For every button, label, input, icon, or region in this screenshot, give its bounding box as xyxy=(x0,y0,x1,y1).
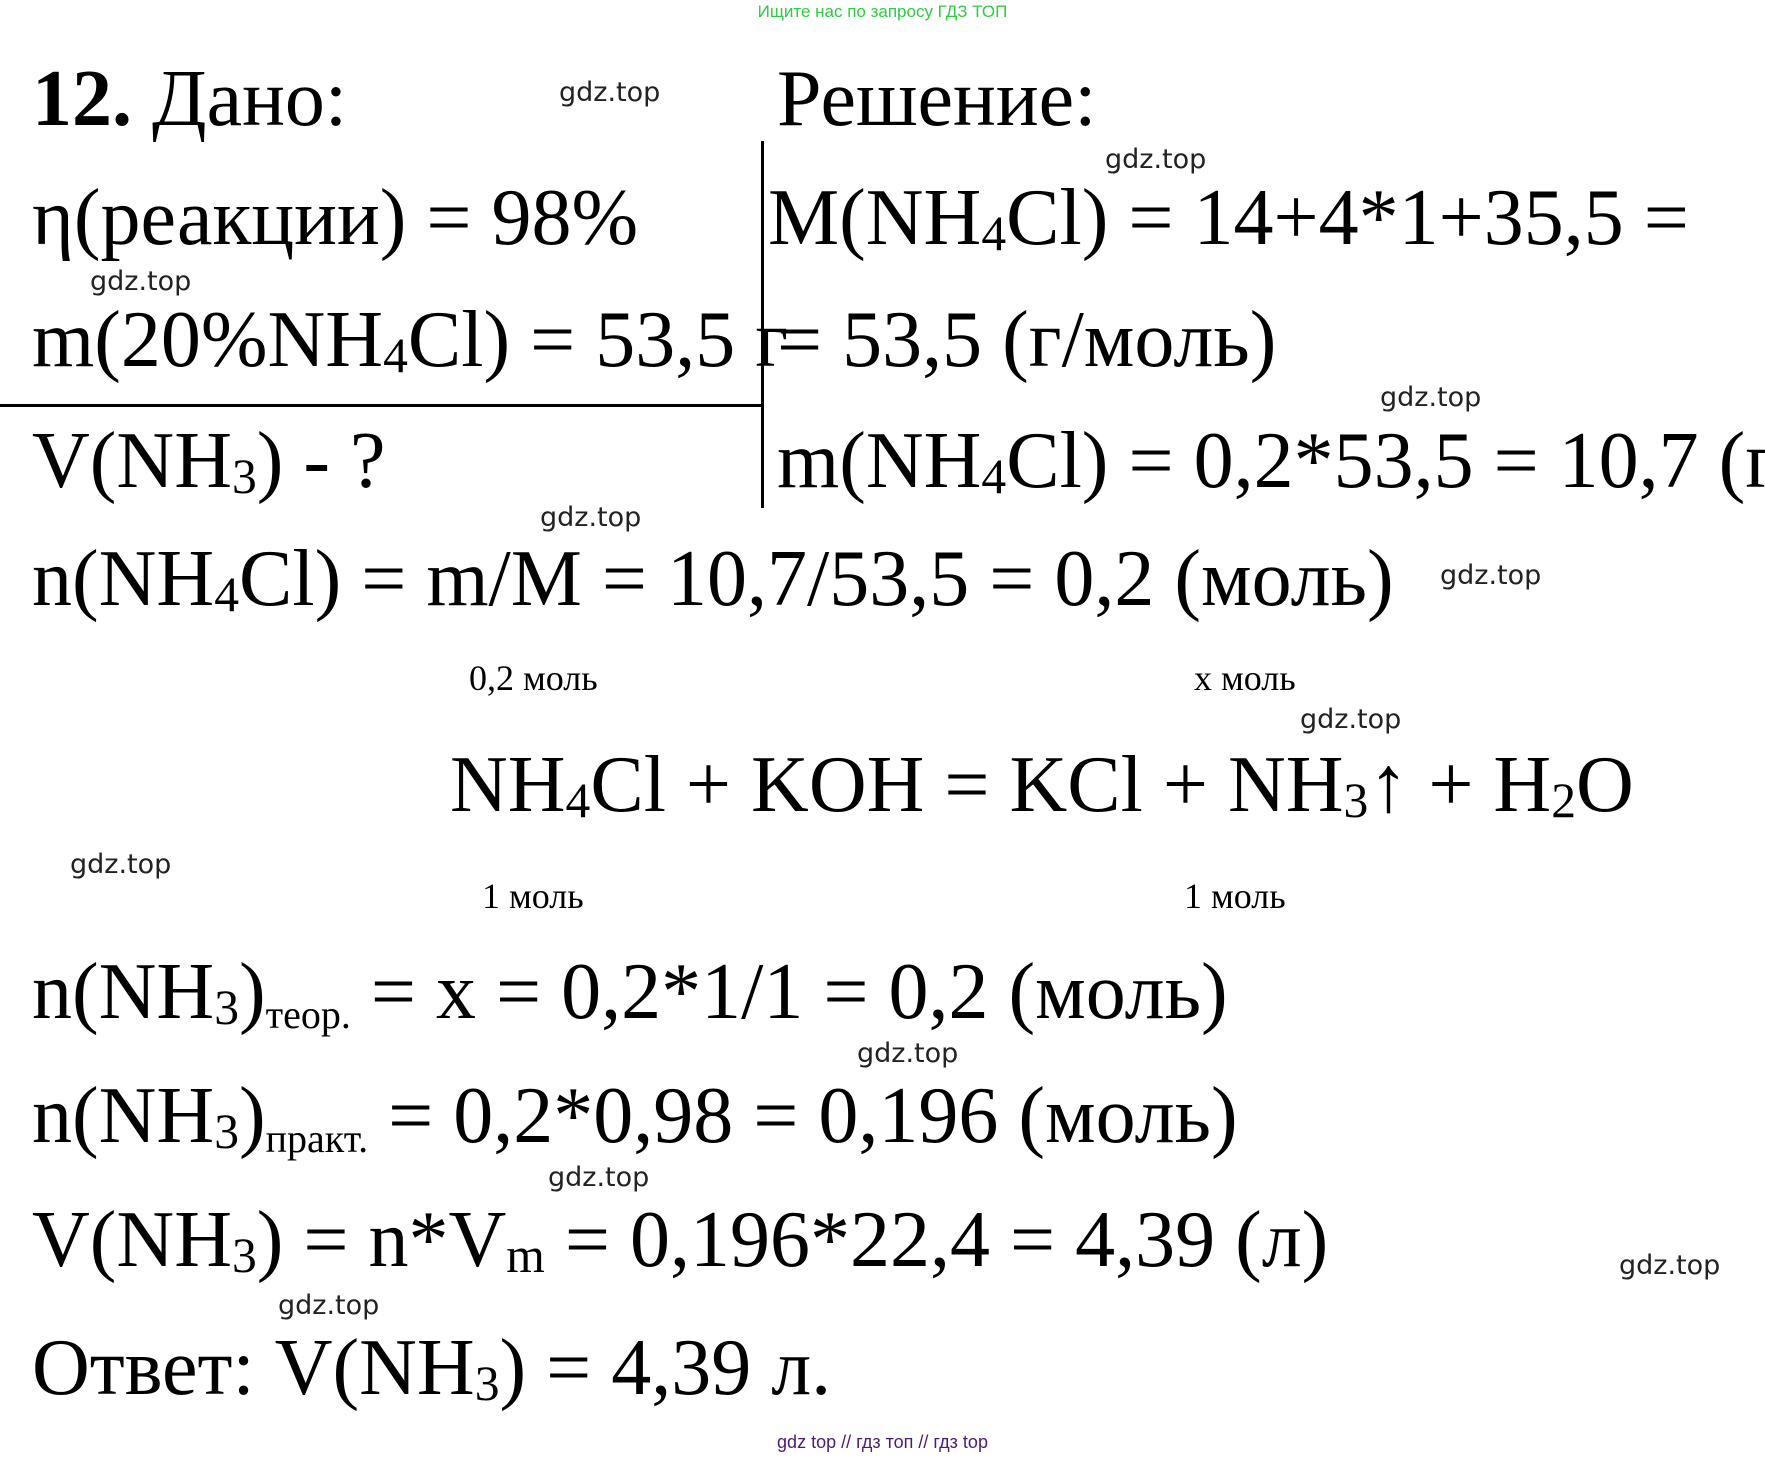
subscript: 4 xyxy=(981,205,1007,261)
text-segment: M(NH xyxy=(768,174,982,262)
subscript: 3 xyxy=(214,979,239,1035)
watermark: gdz.top xyxy=(1380,382,1482,413)
text-segment: Cl + KOH = KCl + NH xyxy=(590,741,1344,829)
molar-mass-line-1: M(NH4Cl) = 14+4*1+35,5 = xyxy=(768,178,1689,258)
watermark: gdz.top xyxy=(1300,704,1402,735)
subscript: 3 xyxy=(231,448,257,504)
subscript: m xyxy=(506,1227,545,1283)
subscript: теор. xyxy=(265,992,351,1037)
label-below-nh3: 1 моль xyxy=(1184,876,1286,916)
watermark: gdz.top xyxy=(70,849,172,880)
subscript: 4 xyxy=(981,448,1007,504)
label-above-nh3: x моль xyxy=(1194,658,1296,698)
molar-mass-line-2: = 53,5 (г/моль) xyxy=(777,300,1276,380)
n-pract-line: n(NH3)практ. = 0,2*0,98 = 0,196 (моль) xyxy=(32,1076,1238,1159)
text-segment: n(NH xyxy=(32,948,215,1036)
text-segment: n(NH xyxy=(32,1072,215,1160)
watermark: gdz.top xyxy=(548,1162,650,1193)
reaction-equation: NH4Cl + KOH = KCl + NH3↑ + H2O xyxy=(450,745,1634,825)
given-find-divider xyxy=(0,404,763,407)
given-mass: m(20%NH4Cl) = 53,5 г xyxy=(32,300,788,380)
text-segment: ) = 4,39 л. xyxy=(499,1324,832,1412)
text-segment: n(NH xyxy=(32,535,215,623)
subscript: 3 xyxy=(474,1355,500,1411)
text-segment: Cl) = 14+4*1+35,5 = xyxy=(1006,174,1689,262)
moles-nh4cl-line: n(NH4Cl) = m/M = 10,7/53,5 = 0,2 (моль) xyxy=(32,539,1394,619)
subscript: практ. xyxy=(265,1116,369,1161)
text-segment: Cl) = 0,2*53,5 = 10,7 (г) xyxy=(1006,417,1765,505)
subscript: 4 xyxy=(565,772,591,828)
find-volume: V(NH3) - ? xyxy=(32,421,386,501)
given-solution-divider xyxy=(761,141,764,508)
text-segment: ↑ + H xyxy=(1368,741,1552,829)
watermark: gdz.top xyxy=(559,77,661,108)
n-theor-line: n(NH3)теор. = x = 0,2*1/1 = 0,2 (моль) xyxy=(32,952,1228,1035)
given-eta: η(реакции) = 98% xyxy=(32,178,638,258)
top-banner: Ищите нас по запросу ГДЗ ТОП xyxy=(757,2,1008,21)
text-segment: Ответ: V(NH xyxy=(32,1324,475,1412)
text-segment: = 0,196*22,4 = 4,39 (л) xyxy=(544,1196,1329,1284)
text-segment: Решение: xyxy=(777,55,1097,143)
subscript: 2 xyxy=(1551,772,1576,828)
problem-title: 12. Дано: xyxy=(32,59,347,139)
subscript: 3 xyxy=(231,1227,257,1283)
text-segment: m(NH xyxy=(777,417,982,505)
footer-links: gdz top // гдз топ // гдз top xyxy=(777,1432,988,1452)
text-segment: O xyxy=(1576,741,1634,829)
text-segment: = 0,2*0,98 = 0,196 (моль) xyxy=(368,1072,1238,1160)
text-segment: ) = n*V xyxy=(256,1196,507,1284)
subscript: 3 xyxy=(214,1103,239,1159)
watermark: gdz.top xyxy=(1440,560,1542,591)
text-segment: ) - ? xyxy=(256,417,386,505)
volume-line: V(NH3) = n*Vm = 0,196*22,4 = 4,39 (л) xyxy=(32,1200,1328,1280)
text-segment: 12. xyxy=(32,55,132,143)
watermark: gdz.top xyxy=(540,502,642,533)
text-segment: η(реакции) = 98% xyxy=(32,174,639,262)
label-above-nh4cl: 0,2 моль xyxy=(469,658,598,698)
solution-title: Решение: xyxy=(777,59,1096,139)
text-segment: NH xyxy=(450,741,566,829)
pure-mass-line: m(NH4Cl) = 0,2*53,5 = 10,7 (г) xyxy=(777,421,1765,501)
watermark: gdz.top xyxy=(1619,1250,1721,1281)
text-segment: ) xyxy=(238,948,266,1036)
text-segment: V(NH xyxy=(32,1196,232,1284)
text-segment: ) xyxy=(238,1072,266,1160)
subscript: 4 xyxy=(214,566,239,622)
subscript: 3 xyxy=(1343,772,1369,828)
text-segment: Cl) = 53,5 г xyxy=(407,296,789,384)
subscript: 4 xyxy=(383,327,408,383)
watermark: gdz.top xyxy=(857,1038,959,1069)
text-segment: Cl) = m/M = 10,7/53,5 = 0,2 (моль) xyxy=(238,535,1394,623)
text-segment: m(20%NH xyxy=(32,296,384,384)
text-segment: V(NH xyxy=(32,417,232,505)
watermark: gdz.top xyxy=(278,1290,380,1321)
label-below-nh4cl: 1 моль xyxy=(482,876,584,916)
text-segment: Дано: xyxy=(132,55,348,143)
text-segment: = x = 0,2*1/1 = 0,2 (моль) xyxy=(350,948,1228,1036)
text-segment: = 53,5 (г/моль) xyxy=(777,296,1277,384)
watermark: gdz.top xyxy=(90,266,192,297)
answer-line: Ответ: V(NH3) = 4,39 л. xyxy=(32,1328,831,1408)
watermark: gdz.top xyxy=(1105,144,1207,175)
